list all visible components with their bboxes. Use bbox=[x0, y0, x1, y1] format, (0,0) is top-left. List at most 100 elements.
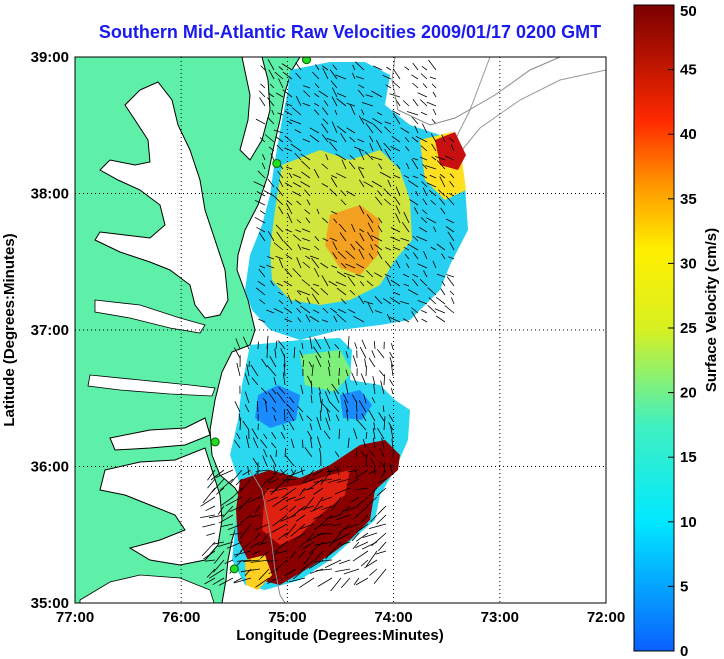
velocity-vector bbox=[368, 357, 376, 368]
velocity-vector bbox=[252, 437, 259, 449]
velocity-vector bbox=[445, 218, 455, 224]
colorbar-tick-label: 5 bbox=[680, 578, 688, 595]
velocity-vector bbox=[392, 110, 401, 116]
velocity-vector bbox=[326, 514, 342, 519]
velocity-vector bbox=[256, 226, 266, 233]
velocity-vector bbox=[207, 478, 216, 489]
velocity-vector bbox=[288, 421, 295, 431]
velocity-vector bbox=[255, 287, 266, 296]
x-tick-label: 76:00 bbox=[162, 609, 200, 626]
velocity-vector bbox=[321, 183, 329, 188]
velocity-vector bbox=[379, 460, 385, 467]
velocity-vector bbox=[411, 307, 419, 314]
velocity-vector bbox=[331, 383, 340, 395]
velocity-vector bbox=[358, 149, 365, 161]
velocity-vector bbox=[280, 514, 297, 522]
velocity-vector bbox=[229, 532, 243, 536]
velocity-vector bbox=[302, 359, 305, 368]
velocity-vector bbox=[320, 288, 329, 296]
velocity-vector bbox=[448, 192, 455, 197]
velocity-vector bbox=[292, 182, 302, 188]
velocity-vector bbox=[321, 275, 329, 287]
velocity-vector bbox=[292, 191, 302, 197]
chesapeake-bay bbox=[94, 81, 229, 319]
velocity-vector bbox=[284, 135, 293, 143]
velocity-vector bbox=[379, 171, 392, 179]
velocity-vector bbox=[275, 224, 284, 233]
velocity-vector bbox=[275, 136, 284, 143]
velocity-vector bbox=[298, 487, 306, 497]
velocity-vector bbox=[383, 142, 392, 152]
velocity-vector bbox=[288, 396, 295, 404]
velocity-vector bbox=[267, 469, 279, 484]
velocity-vector bbox=[329, 188, 338, 197]
velocity-vector bbox=[323, 430, 331, 440]
velocity-vector bbox=[365, 550, 378, 567]
velocity-vector bbox=[275, 92, 284, 98]
velocity-vector bbox=[328, 367, 331, 377]
velocity-vector bbox=[240, 541, 252, 552]
velocity-vector bbox=[343, 272, 356, 278]
velocity-vector bbox=[284, 182, 293, 188]
velocity-vector bbox=[429, 76, 437, 80]
velocity-vector bbox=[242, 336, 250, 350]
velocity-vector bbox=[439, 173, 446, 179]
velocity-vector bbox=[298, 541, 306, 549]
velocity-vector bbox=[250, 364, 259, 377]
velocity-vector bbox=[402, 100, 410, 107]
velocity-vector bbox=[287, 120, 293, 125]
velocity-vector bbox=[319, 514, 333, 527]
velocity-vector bbox=[447, 231, 455, 242]
velocity-vector bbox=[296, 219, 302, 224]
velocity-vector bbox=[269, 487, 288, 493]
velocity-vector bbox=[359, 281, 365, 287]
velocity-vector bbox=[387, 179, 392, 188]
velocity-vector bbox=[274, 71, 284, 80]
velocity-vector bbox=[438, 189, 446, 197]
velocity-vector bbox=[254, 200, 266, 206]
velocity-vector bbox=[296, 200, 302, 206]
velocity-vector bbox=[359, 346, 367, 359]
velocity-vector bbox=[306, 199, 311, 206]
velocity-vector bbox=[252, 457, 259, 467]
velocity-vector bbox=[278, 387, 286, 395]
velocity-vector bbox=[338, 223, 347, 233]
velocity-vector bbox=[273, 415, 277, 422]
velocity-vector bbox=[331, 496, 342, 511]
velocity-vector bbox=[268, 146, 275, 152]
velocity-vector bbox=[435, 315, 446, 323]
velocity-vector bbox=[352, 64, 356, 71]
velocity-vector bbox=[371, 90, 383, 98]
velocity-vector bbox=[250, 514, 261, 518]
velocity-vector bbox=[355, 532, 369, 542]
velocity-vector bbox=[328, 532, 342, 547]
velocity-vector bbox=[371, 235, 383, 242]
velocity-vector bbox=[309, 423, 313, 431]
colorbar-ticks: 0 5 10 15 20 25 30 35 40 45 50 bbox=[668, 3, 697, 659]
y-tick-label: 35:00 bbox=[31, 595, 69, 612]
velocity-vector bbox=[343, 568, 360, 575]
velocity-vector bbox=[305, 314, 311, 323]
velocity-vector bbox=[282, 71, 293, 80]
velocity-vector bbox=[428, 189, 437, 197]
velocity-vector bbox=[339, 541, 351, 546]
velocity-vector bbox=[294, 152, 302, 161]
velocity-vector bbox=[332, 252, 338, 260]
velocity-vector bbox=[279, 469, 286, 476]
velocity-vector bbox=[266, 256, 275, 260]
velocity-vector bbox=[428, 59, 437, 71]
velocity-vector bbox=[272, 496, 288, 508]
velocity-vector bbox=[304, 209, 311, 215]
velocity-vector bbox=[319, 392, 322, 404]
velocity-vector bbox=[273, 242, 284, 251]
velocity-vector bbox=[312, 559, 333, 563]
velocity-vector bbox=[234, 401, 241, 413]
velocity-vector bbox=[279, 505, 288, 511]
velocity-vector bbox=[361, 413, 367, 422]
velocity-vector bbox=[258, 318, 266, 323]
velocity-vector bbox=[399, 300, 410, 305]
velocity-vector bbox=[231, 487, 243, 499]
velocity-vector bbox=[246, 364, 250, 377]
velocity-vector bbox=[203, 550, 216, 560]
velocity-vector bbox=[420, 156, 428, 161]
